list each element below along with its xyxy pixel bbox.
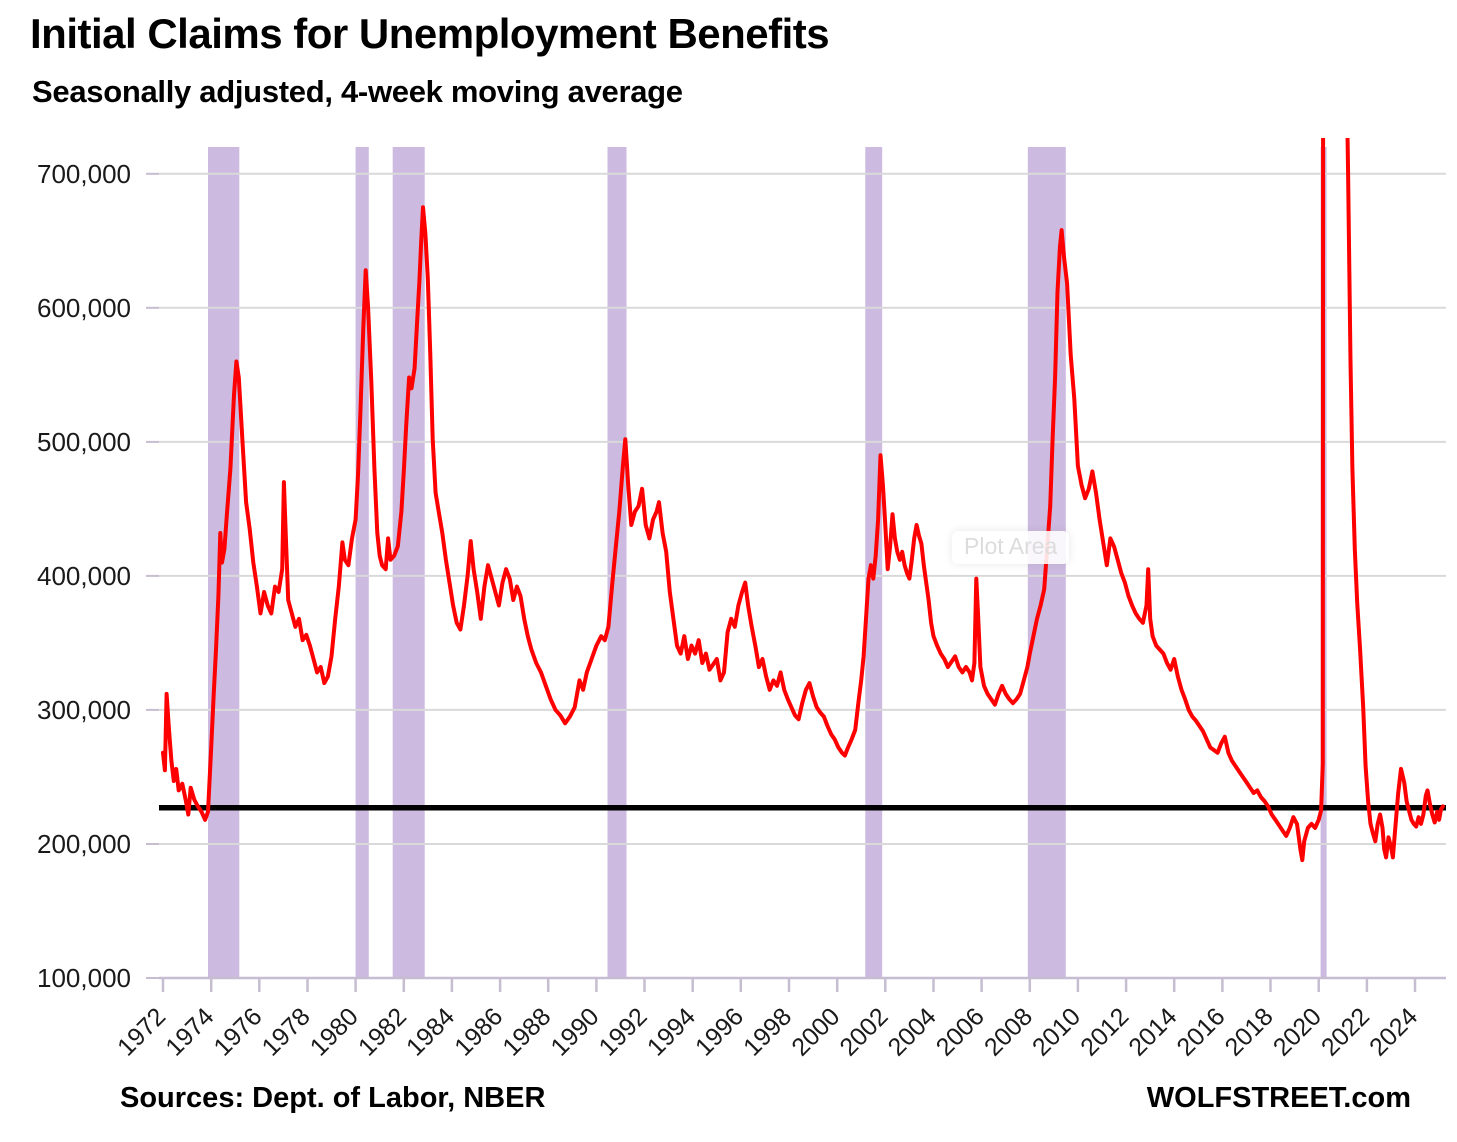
x-tick-label: 1994 — [642, 1002, 701, 1061]
claims-line — [161, 138, 1445, 863]
x-tick-label: 2008 — [979, 1002, 1038, 1061]
x-tick-label: 2014 — [1123, 1002, 1182, 1061]
x-tick-label: 2004 — [883, 1002, 942, 1061]
x-tick-label: 1990 — [546, 1002, 605, 1061]
y-tick-label: 600,000 — [37, 293, 131, 323]
x-tick-label: 1974 — [160, 1002, 219, 1061]
x-tick-label: 2002 — [834, 1002, 893, 1061]
y-tick-label: 500,000 — [37, 427, 131, 457]
x-tick-label: 1998 — [738, 1002, 797, 1061]
y-tick-label: 200,000 — [37, 829, 131, 859]
x-tick-label: 1984 — [401, 1002, 460, 1061]
recession-band — [607, 147, 627, 978]
x-tick-label: 2018 — [1220, 1002, 1279, 1061]
x-tick-label: 1978 — [257, 1002, 316, 1061]
x-tick-label: 1996 — [690, 1002, 749, 1061]
x-tick-label: 1980 — [305, 1002, 364, 1061]
recession-band — [355, 147, 369, 978]
y-tick-label: 400,000 — [37, 561, 131, 591]
x-tick-label: 2012 — [1075, 1002, 1134, 1061]
x-tick-label: 1976 — [208, 1002, 267, 1061]
chart-title: Initial Claims for Unemployment Benefits — [30, 10, 830, 57]
x-tick-label: 2024 — [1364, 1002, 1423, 1061]
plot-area-tooltip: Plot Area — [952, 531, 1070, 564]
x-tick-label: 2010 — [1027, 1002, 1086, 1061]
x-tick-label: 1982 — [353, 1002, 412, 1061]
x-tick-label: 2006 — [931, 1002, 990, 1061]
x-tick-label: 2020 — [1268, 1002, 1327, 1061]
x-tick-label: 1986 — [449, 1002, 508, 1061]
x-tick-label: 1988 — [497, 1002, 556, 1061]
chart-subtitle: Seasonally adjusted, 4-week moving avera… — [32, 74, 683, 109]
x-tick-label: 2000 — [786, 1002, 845, 1061]
y-tick-label: 100,000 — [37, 963, 131, 993]
x-tick-label: 2016 — [1172, 1002, 1231, 1061]
x-tick-label: 2022 — [1316, 1002, 1375, 1061]
wolfstreet-brand: WOLFSTREET.com — [1146, 1082, 1411, 1114]
x-tick-label: 1992 — [594, 1002, 653, 1061]
y-tick-label: 700,000 — [37, 159, 131, 189]
y-tick-label: 300,000 — [37, 695, 131, 725]
x-tick-label: 1972 — [112, 1002, 171, 1061]
footer-sources: Sources: Dept. of Labor, NBER — [120, 1082, 546, 1114]
